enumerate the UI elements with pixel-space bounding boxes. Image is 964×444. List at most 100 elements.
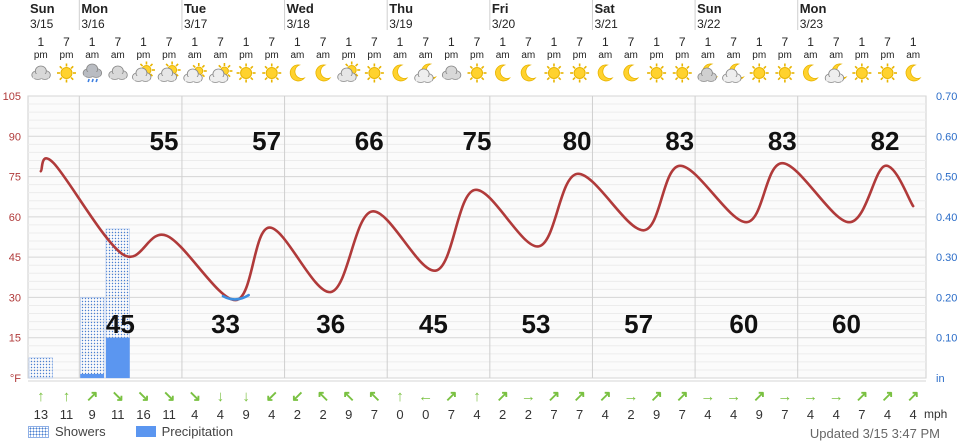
precip-bars: [28, 228, 130, 379]
partly-sunny-icon: [157, 61, 181, 82]
wind-speed: 0: [422, 407, 429, 422]
hour-ampm: pm: [60, 50, 74, 61]
y-left-tick: 75: [9, 172, 21, 184]
wind-direction-arrow: ↗: [445, 388, 458, 405]
wind-speed: 2: [319, 407, 326, 422]
wind-row: ↑ ↑ ↗ ↘ ↘ ↘ ↘ ↓ ↓ ↙ ↙ ↖ ↖ ↖ ↑ ← ↗ ↑ ↗ → ↗ ↗ ↗ → ↗ ↗ → → ↗ → → → ↗ ↗ ↗ 13 11 9…: [28, 380, 926, 422]
sun-icon: [262, 63, 282, 83]
hour-ampm: am: [290, 50, 304, 61]
hour-ampm: am: [213, 50, 227, 61]
wind-speed: 2: [627, 407, 634, 422]
y-right-tick: 0.70: [936, 91, 957, 103]
hour-ampm: pm: [34, 50, 48, 61]
day-date: 3/22: [697, 17, 721, 31]
wind-speed: 7: [679, 407, 686, 422]
hour-number: 1: [243, 35, 250, 49]
sun-icon: [775, 63, 795, 83]
showers-bar: [28, 357, 53, 379]
hour-ampm: am: [111, 50, 125, 61]
moon-icon: [495, 64, 511, 82]
y-left-unit: °F: [10, 373, 21, 385]
day-date: 3/17: [184, 17, 208, 31]
wind-unit-label: mph: [924, 407, 948, 421]
wind-direction-arrow: ↗: [753, 388, 766, 405]
wind-direction-arrow: →: [623, 388, 638, 405]
precipitation-bar: [105, 337, 130, 378]
hour-ampm: am: [393, 50, 407, 61]
wind-direction-arrow: ↘: [188, 388, 201, 405]
y-left-tick: 30: [9, 292, 21, 304]
wind-direction-arrow: ↘: [112, 388, 125, 405]
hour-number: 7: [474, 35, 481, 49]
wind-direction-arrow: ↗: [573, 388, 586, 405]
low-temp-label: 45: [419, 309, 448, 339]
hour-number: 7: [782, 35, 789, 49]
wind-direction-arrow: ↗: [496, 388, 509, 405]
wind-speed: 4: [268, 407, 275, 422]
hour-number: 7: [371, 35, 378, 49]
partly-cloudy-night-icon: [722, 63, 745, 83]
y-right-unit: in: [936, 373, 945, 385]
plot-grid: [27, 0, 927, 379]
moon-icon: [315, 64, 332, 82]
day-name: Tue: [184, 1, 206, 16]
wind-direction-arrow: ↑: [37, 388, 45, 405]
wind-direction-arrow: →: [803, 388, 818, 405]
hour-number: 7: [576, 35, 583, 49]
day-name: Thu: [389, 1, 413, 16]
wind-direction-arrow: ↗: [881, 388, 894, 405]
wind-speed: 2: [294, 407, 301, 422]
day-date: 3/19: [389, 17, 413, 31]
plot-frame: [27, 95, 927, 379]
day-date: 3/20: [492, 17, 516, 31]
hour-ampm: pm: [855, 50, 869, 61]
hour-number: 7: [63, 35, 70, 49]
wind-speed: 4: [910, 407, 917, 422]
hour-number: 7: [217, 35, 224, 49]
hour-number: 7: [730, 35, 737, 49]
sun-icon: [647, 63, 667, 83]
wind-direction-arrow: ↗: [676, 388, 689, 405]
wind-direction-arrow: ↖: [317, 388, 330, 405]
y-left-tick: 15: [9, 333, 21, 345]
hour-number: 1: [859, 35, 866, 49]
wind-speed: 13: [34, 407, 48, 422]
wind-speed: 9: [653, 407, 660, 422]
hour-number: 1: [37, 35, 44, 49]
moon-icon: [392, 64, 409, 82]
wind-speed: 9: [89, 407, 96, 422]
wind-speed: 0: [396, 407, 403, 422]
sun-icon: [749, 63, 769, 83]
hour-number: 7: [628, 35, 635, 49]
day-date: 3/23: [800, 17, 824, 31]
moon-icon: [623, 64, 640, 82]
y-left-tick: 60: [9, 212, 21, 224]
y-left-tick: 90: [9, 131, 21, 143]
wind-speed: 7: [781, 407, 788, 422]
sun-icon: [364, 63, 384, 83]
hour-number: 7: [320, 35, 327, 49]
partly-cloudy-icon: [183, 63, 207, 83]
y-right-tick: 0.60: [936, 131, 957, 143]
wind-direction-arrow: ↖: [342, 388, 355, 405]
hour-number: 1: [910, 35, 917, 49]
hour-number: 1: [602, 35, 609, 49]
hour-label-row: 1pm7pm1am7am1pm7pm1am7am1pm7pm1am7am1pm7…: [34, 35, 920, 61]
low-temp-label: 45: [106, 309, 135, 339]
day-header-row: Sun3/15Mon3/16Tue3/17Wed3/18Thu3/19Fri3/…: [30, 1, 826, 31]
legend-showers-label: Showers: [55, 424, 106, 439]
hour-ampm: am: [701, 50, 715, 61]
wind-speed: 4: [730, 407, 737, 422]
hour-ampm: am: [598, 50, 612, 61]
day-date: 3/18: [287, 17, 311, 31]
sun-icon: [544, 63, 564, 83]
hour-ampm: pm: [137, 50, 151, 61]
wind-direction-arrow: ↗: [599, 388, 612, 405]
sun-icon: [56, 63, 76, 83]
partly-cloudy-icon: [209, 63, 233, 83]
low-temp-label: 60: [832, 309, 861, 339]
wind-direction-arrow: ↓: [242, 388, 250, 405]
high-temp-label: 75: [463, 126, 492, 156]
wind-direction-arrow: →: [521, 388, 536, 405]
hour-number: 7: [525, 35, 532, 49]
